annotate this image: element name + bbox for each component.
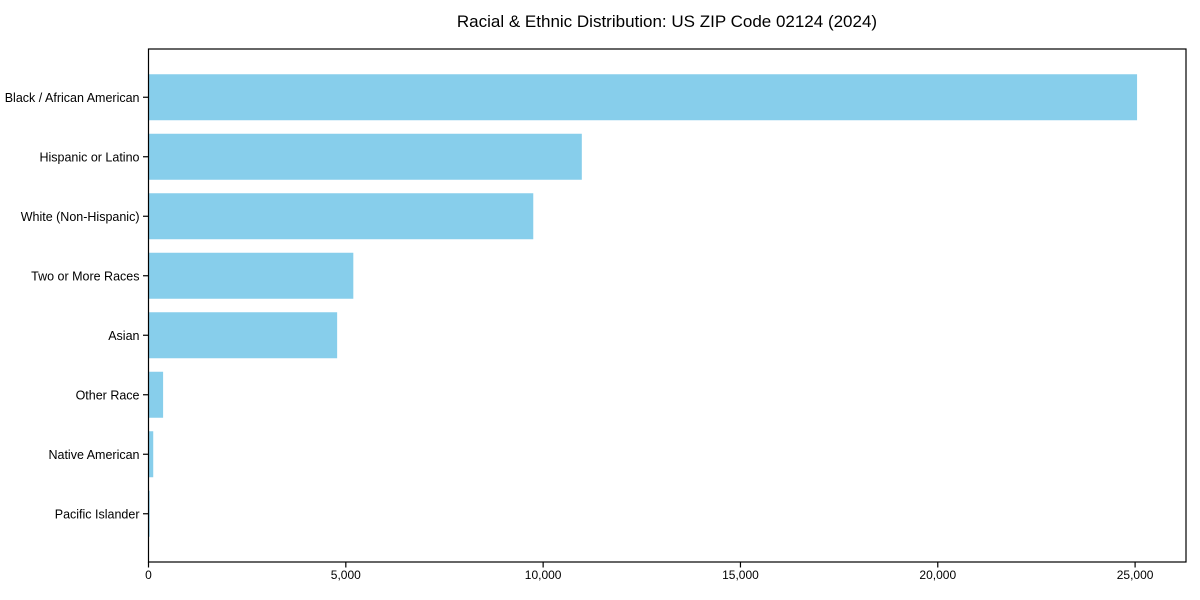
bar-other-race	[148, 371, 164, 418]
bar-hispanic-or-latino	[148, 133, 582, 180]
y-label-native-american: Native American	[48, 448, 139, 462]
bars-group	[148, 74, 1138, 537]
y-label-black-african-american: Black / African American	[5, 91, 140, 105]
y-label-pacific-islander: Pacific Islander	[55, 507, 140, 521]
bar-native-american	[148, 431, 154, 478]
x-label-15-000: 15,000	[722, 568, 759, 582]
x-axis: 0 5,000 10,000 15,000 20,000 25,000	[145, 562, 1154, 582]
bar-white-non-hispanic	[148, 193, 534, 240]
x-label-0: 0	[145, 568, 152, 582]
y-label-hispanic-or-latino: Hispanic or Latino	[39, 150, 139, 164]
y-axis: Black / African American Hispanic or Lati…	[5, 91, 149, 521]
plot-border	[147, 48, 1187, 563]
x-label-10-000: 10,000	[525, 568, 562, 582]
y-label-white-non-hispanic: White (Non-Hispanic)	[21, 210, 140, 224]
bar-black-african-american	[148, 74, 1138, 121]
x-label-20-000: 20,000	[919, 568, 956, 582]
y-label-two-or-more-races: Two or More Races	[31, 269, 139, 283]
bar-two-or-more-races	[148, 252, 354, 299]
bar-asian	[148, 312, 338, 359]
y-label-other-race: Other Race	[76, 388, 140, 402]
x-label-5-000: 5,000	[331, 568, 361, 582]
y-label-asian: Asian	[108, 329, 139, 343]
chart-title: Racial & Ethnic Distribution: US ZIP Cod…	[457, 12, 877, 31]
x-label-25-000: 25,000	[1117, 568, 1154, 582]
